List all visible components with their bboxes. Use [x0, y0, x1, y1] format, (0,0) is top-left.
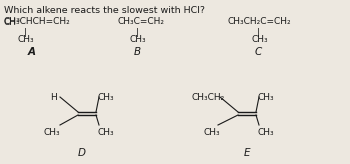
Text: CH₃CHCH=CH₂: CH₃CHCH=CH₂ — [4, 17, 71, 26]
Text: CH₃: CH₃ — [44, 128, 61, 137]
Text: CH₃: CH₃ — [258, 93, 275, 102]
Text: CH₃CH₂: CH₃CH₂ — [192, 93, 225, 102]
Text: B: B — [134, 47, 141, 57]
Text: CH₃: CH₃ — [18, 35, 35, 44]
Text: Which alkene reacts the slowest with HCl?: Which alkene reacts the slowest with HCl… — [4, 6, 205, 15]
Text: 3: 3 — [16, 18, 20, 23]
Text: CH₃CH₂C=CH₂: CH₃CH₂C=CH₂ — [228, 17, 292, 26]
Text: CH₃: CH₃ — [98, 128, 115, 137]
Text: D: D — [78, 148, 86, 158]
Text: |: | — [136, 28, 139, 37]
Text: |: | — [24, 28, 27, 37]
Text: CH₃: CH₃ — [130, 35, 147, 44]
Text: CH₃: CH₃ — [258, 128, 275, 137]
Text: H: H — [50, 93, 57, 102]
Text: C: C — [255, 47, 262, 57]
Text: E: E — [244, 148, 251, 158]
Text: CH: CH — [4, 18, 17, 27]
Text: CH₃: CH₃ — [98, 93, 115, 102]
Text: CH₃: CH₃ — [251, 35, 268, 44]
Text: A: A — [28, 47, 36, 57]
Text: CH₃C=CH₂: CH₃C=CH₂ — [118, 17, 165, 26]
Text: CH₃: CH₃ — [204, 128, 220, 137]
Text: |: | — [257, 28, 260, 37]
